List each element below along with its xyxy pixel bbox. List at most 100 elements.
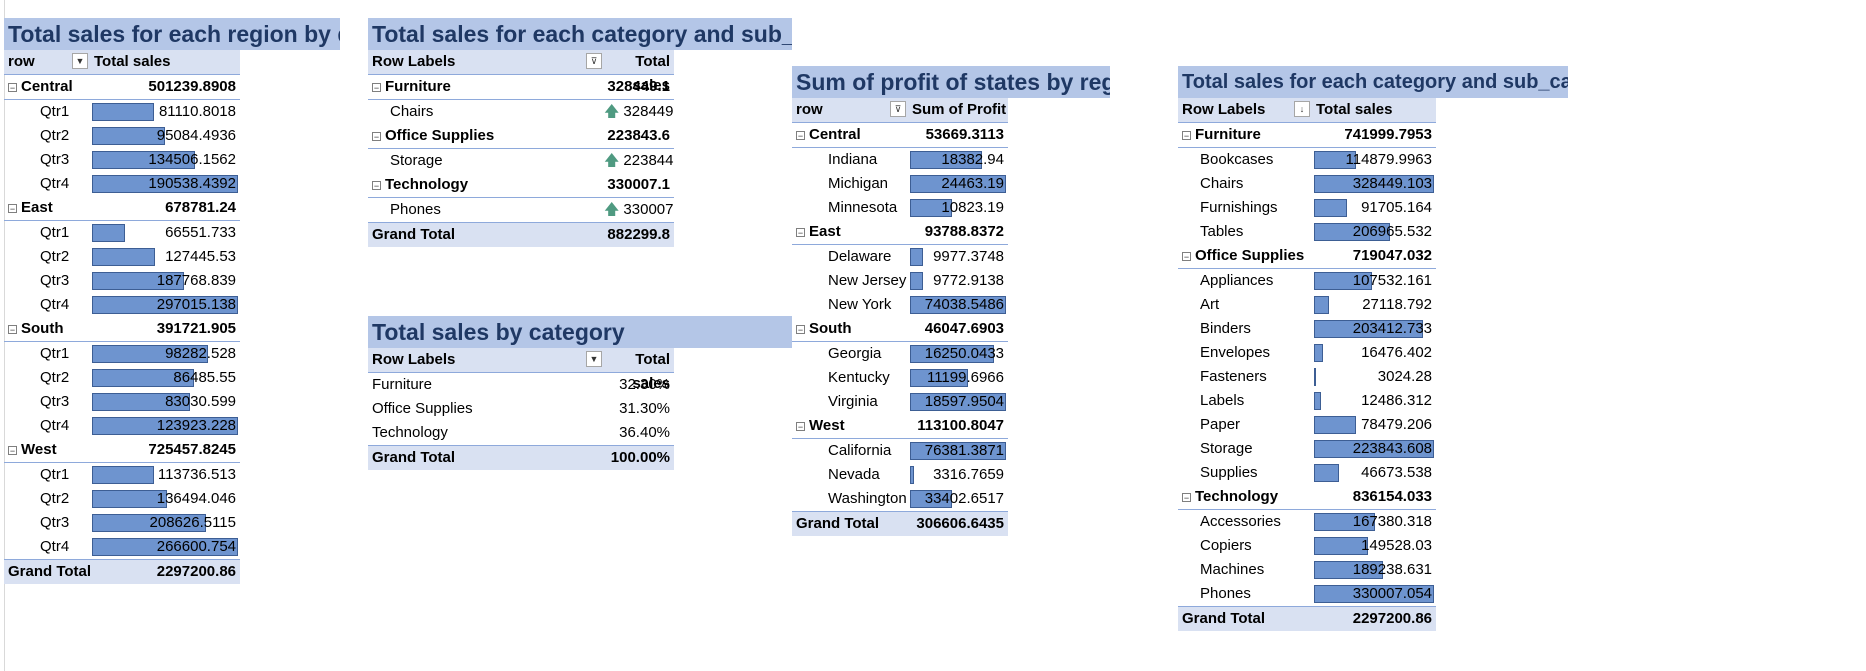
sort-dropdown-icon[interactable]: ↓ bbox=[1294, 101, 1310, 117]
minus-box-icon[interactable]: − bbox=[8, 324, 17, 335]
minus-box-icon[interactable]: − bbox=[796, 130, 805, 141]
row-label: Storage bbox=[1200, 440, 1253, 457]
pivot-row[interactable]: Art 27118.792 bbox=[1178, 293, 1436, 317]
pivot-row[interactable]: Qtr3 83030.599 bbox=[4, 390, 240, 414]
group-row[interactable]: − South 46047.6903 bbox=[792, 317, 1008, 342]
pivot-row[interactable]: Qtr4 190538.4392 bbox=[4, 172, 240, 196]
minus-box-icon[interactable]: − bbox=[8, 203, 17, 214]
chevron-down-icon[interactable]: ▼ bbox=[72, 53, 88, 69]
pivot-row[interactable]: Supplies 46673.538 bbox=[1178, 461, 1436, 485]
pivot-row[interactable]: Minnesota 10823.19 bbox=[792, 196, 1008, 220]
pivot-row[interactable]: New York 74038.5486 bbox=[792, 293, 1008, 317]
group-label: Technology bbox=[1195, 488, 1279, 505]
row-label: Qtr2 bbox=[40, 369, 70, 386]
pivot-row[interactable]: Chairs 328449.103 bbox=[1178, 172, 1436, 196]
group-label-cell: − Central bbox=[4, 75, 90, 99]
pivot-row[interactable]: Washington 33402.6517 bbox=[792, 487, 1008, 511]
pivot-row[interactable]: Qtr1 98282.528 bbox=[4, 342, 240, 366]
minus-box-icon[interactable]: − bbox=[372, 180, 381, 191]
pivot-row[interactable]: Qtr2 86485.55 bbox=[4, 366, 240, 390]
minus-box-icon[interactable]: − bbox=[1182, 251, 1191, 262]
group-row[interactable]: − East 93788.8372 bbox=[792, 220, 1008, 245]
pivot-row[interactable]: Qtr4 297015.138 bbox=[4, 293, 240, 317]
minus-box-icon[interactable]: − bbox=[796, 227, 805, 238]
filter-dropdown-icon[interactable]: ⊽ bbox=[586, 53, 602, 69]
pivot-row[interactable]: California 76381.3871 bbox=[792, 439, 1008, 463]
pivot-category-subcategory-full: Total sales for each category and sub_ca… bbox=[1178, 66, 1568, 631]
pivot-row[interactable]: Furniture 32.30% bbox=[368, 373, 674, 397]
pivot-row[interactable]: Tables 206965.532 bbox=[1178, 220, 1436, 244]
header-total-sales: Total sales bbox=[94, 53, 171, 70]
minus-box-icon[interactable]: − bbox=[1182, 492, 1191, 503]
group-row[interactable]: − Furniture 328449.1 bbox=[368, 75, 674, 100]
data-bar bbox=[92, 393, 190, 411]
pivot-row[interactable]: Office Supplies 31.30% bbox=[368, 397, 674, 421]
group-row[interactable]: − Central 53669.3113 bbox=[792, 123, 1008, 148]
pivot-row[interactable]: Qtr3 187768.839 bbox=[4, 269, 240, 293]
data-bar bbox=[1314, 464, 1339, 482]
minus-box-icon[interactable]: − bbox=[796, 324, 805, 335]
pivot-row[interactable]: Binders 203412.733 bbox=[1178, 317, 1436, 341]
data-bar bbox=[910, 175, 1006, 193]
pivot-row[interactable]: Qtr3 208626.5115 bbox=[4, 511, 240, 535]
pivot-row[interactable]: Paper 78479.206 bbox=[1178, 413, 1436, 437]
minus-box-icon[interactable]: − bbox=[372, 82, 381, 93]
group-row[interactable]: − West 113100.8047 bbox=[792, 414, 1008, 439]
pivot-row[interactable]: Qtr3 134506.1562 bbox=[4, 148, 240, 172]
minus-box-icon[interactable]: − bbox=[796, 421, 805, 432]
pivot-row[interactable]: Qtr2 127445.53 bbox=[4, 245, 240, 269]
minus-box-icon[interactable]: − bbox=[8, 445, 17, 456]
group-row[interactable]: − Technology 836154.033 bbox=[1178, 485, 1436, 510]
pivot-row[interactable]: Qtr2 136494.046 bbox=[4, 487, 240, 511]
pivot-row[interactable]: Chairs 🡅 328449 bbox=[368, 100, 674, 124]
pivot-row[interactable]: Qtr4 266600.754 bbox=[4, 535, 240, 559]
data-bar bbox=[92, 272, 184, 290]
pivot-row[interactable]: Michigan 24463.19 bbox=[792, 172, 1008, 196]
pivot-row[interactable]: Storage 🡅 223844 bbox=[368, 149, 674, 173]
data-bar bbox=[910, 442, 1006, 460]
pivot-row[interactable]: New Jersey 9772.9138 bbox=[792, 269, 1008, 293]
pivot-row[interactable]: Storage 223843.608 bbox=[1178, 437, 1436, 461]
pivot-row[interactable]: Phones 🡅 330007 bbox=[368, 198, 674, 222]
minus-box-icon[interactable]: − bbox=[1182, 130, 1191, 141]
pivot-row[interactable]: Qtr4 123923.228 bbox=[4, 414, 240, 438]
pivot-row[interactable]: Qtr1 113736.513 bbox=[4, 463, 240, 487]
group-row[interactable]: − Office Supplies 223843.6 bbox=[368, 124, 674, 149]
group-row[interactable]: − Office Supplies 719047.032 bbox=[1178, 244, 1436, 269]
pivot-row[interactable]: Virginia 18597.9504 bbox=[792, 390, 1008, 414]
group-row[interactable]: − Central 501239.8908 bbox=[4, 75, 240, 100]
minus-box-icon[interactable]: − bbox=[372, 131, 381, 142]
pivot-row[interactable]: Labels 12486.312 bbox=[1178, 389, 1436, 413]
pivot-row[interactable]: Accessories 167380.318 bbox=[1178, 510, 1436, 534]
pivot-body: − Furniture 741999.7953 Bookcases 114879.996… bbox=[1178, 123, 1436, 631]
pivot-row[interactable]: Copiers 149528.03 bbox=[1178, 534, 1436, 558]
group-row[interactable]: − Technology 330007.1 bbox=[368, 173, 674, 198]
group-row[interactable]: − West 725457.8245 bbox=[4, 438, 240, 463]
pivot-row[interactable]: Qtr2 95084.4936 bbox=[4, 124, 240, 148]
group-label: Central bbox=[809, 126, 861, 143]
pivot-row[interactable]: Appliances 107532.161 bbox=[1178, 269, 1436, 293]
pivot-row[interactable]: Technology 36.40% bbox=[368, 421, 674, 445]
row-label: Qtr3 bbox=[40, 514, 70, 531]
pivot-row[interactable]: Kentucky 11199.6966 bbox=[792, 366, 1008, 390]
pivot-row[interactable]: Machines 189238.631 bbox=[1178, 558, 1436, 582]
filter-dropdown-icon[interactable]: ⊽ bbox=[890, 101, 906, 117]
pivot-row[interactable]: Delaware 9977.3748 bbox=[792, 245, 1008, 269]
group-label-cell: − Central bbox=[792, 123, 908, 147]
pivot-row[interactable]: Indiana 18382.94 bbox=[792, 148, 1008, 172]
pivot-row[interactable]: Qtr1 81110.8018 bbox=[4, 100, 240, 124]
pivot-row[interactable]: Qtr1 66551.733 bbox=[4, 221, 240, 245]
pivot-row[interactable]: Phones 330007.054 bbox=[1178, 582, 1436, 606]
minus-box-icon[interactable]: − bbox=[8, 82, 17, 93]
pivot-row[interactable]: Furnishings 91705.164 bbox=[1178, 196, 1436, 220]
row-value-cell: 203412.733 bbox=[1312, 317, 1436, 341]
chevron-down-icon[interactable]: ▼ bbox=[586, 351, 602, 367]
pivot-row[interactable]: Bookcases 114879.9963 bbox=[1178, 148, 1436, 172]
pivot-row[interactable]: Envelopes 16476.402 bbox=[1178, 341, 1436, 365]
group-row[interactable]: − East 678781.24 bbox=[4, 196, 240, 221]
pivot-row[interactable]: Nevada 3316.7659 bbox=[792, 463, 1008, 487]
group-row[interactable]: − South 391721.905 bbox=[4, 317, 240, 342]
group-row[interactable]: − Furniture 741999.7953 bbox=[1178, 123, 1436, 148]
pivot-row[interactable]: Georgia 16250.0433 bbox=[792, 342, 1008, 366]
pivot-row[interactable]: Fasteners 3024.28 bbox=[1178, 365, 1436, 389]
